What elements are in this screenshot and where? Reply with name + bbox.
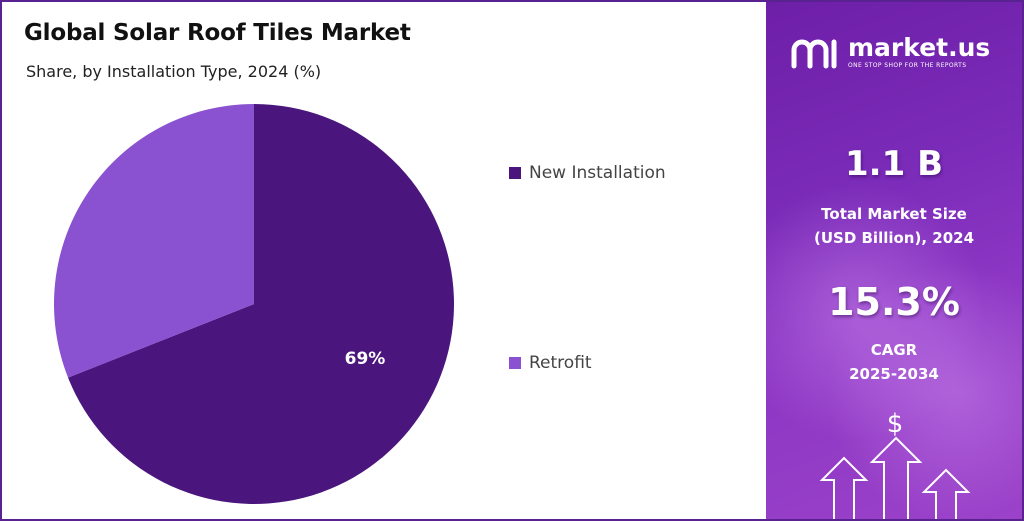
cagr-value: 15.3% — [828, 280, 960, 324]
market-size-label-line2: (USD Billion), 2024 — [813, 229, 975, 247]
market-size-value: 1.1 B — [845, 144, 943, 184]
chart-subtitle: Share, by Installation Type, 2024 (%) — [26, 62, 322, 81]
data-label: 69% — [345, 349, 386, 369]
legend-swatch — [509, 167, 521, 179]
pie-slice-retrofit — [54, 104, 255, 378]
brand-name: market.us — [848, 33, 991, 62]
legend-swatch — [509, 357, 521, 369]
background-glow — [826, 262, 1022, 519]
up-arrow-icon — [819, 456, 869, 519]
brand-tagline: ONE STOP SHOP FOR THE REPORTS — [848, 62, 967, 69]
pie-chart: 69% — [54, 104, 454, 505]
legend-item-new-installation: New Installation — [509, 163, 666, 183]
growth-illustration: $ — [819, 409, 971, 519]
market-us-logo-icon — [791, 39, 837, 69]
legend-item-retrofit: Retrofit — [509, 353, 592, 373]
pie-slice-new-installation — [68, 104, 454, 505]
legend-label: Retrofit — [529, 353, 592, 373]
cagr-label-line2: 2025-2034 — [849, 365, 939, 383]
legend-label: New Installation — [529, 163, 666, 183]
chart-title: Global Solar Roof Tiles Market — [24, 20, 411, 46]
background-glow — [766, 182, 986, 442]
up-arrow-icon — [869, 436, 923, 519]
brand-logo: market.us ONE STOP SHOP FOR THE REPORTS — [788, 32, 990, 72]
up-arrow-icon — [921, 468, 971, 519]
dollar-icon: $ — [887, 409, 904, 439]
market-size-label-line1: Total Market Size — [821, 205, 967, 223]
cagr-label-line1: CAGR — [870, 341, 918, 359]
summary-panel: market.us ONE STOP SHOP FOR THE REPORTS … — [766, 2, 1022, 519]
chart-panel: Global Solar Roof Tiles Market Share, by… — [2, 2, 765, 519]
